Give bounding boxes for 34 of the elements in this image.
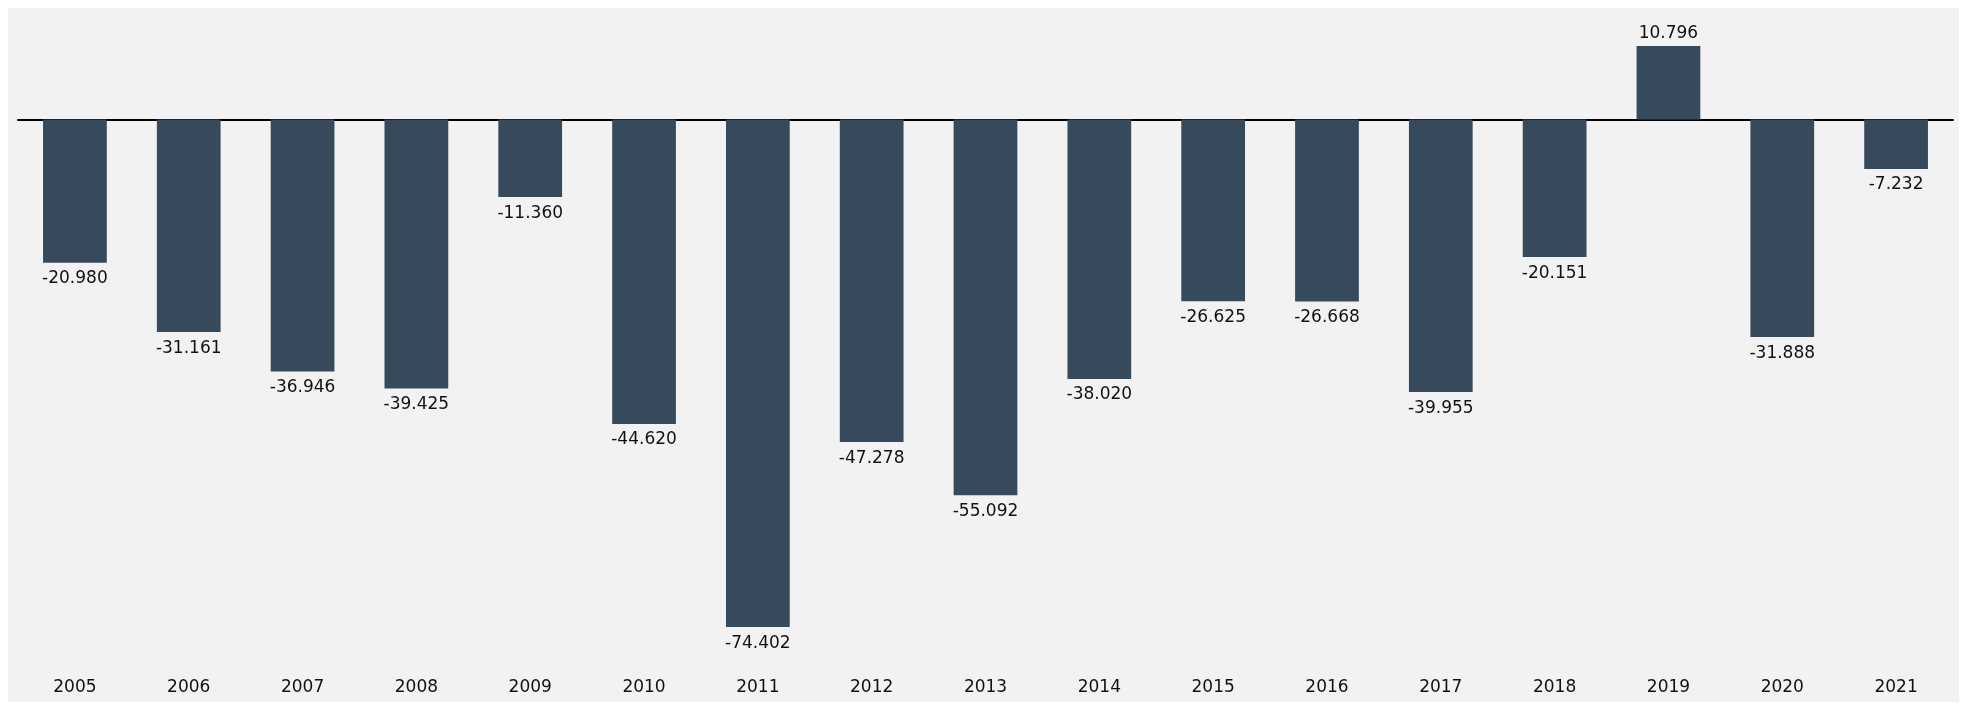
x-tick-label: 2016 (1305, 675, 1349, 696)
x-tick-label: 2010 (622, 675, 666, 696)
x-tick-label: 2008 (394, 675, 439, 696)
data-label: 10.796 (1638, 21, 1699, 42)
data-label: -26.668 (1294, 305, 1360, 326)
data-label: -44.620 (611, 428, 677, 449)
x-tick-label: 2018 (1532, 675, 1577, 696)
data-label: -7.232 (1868, 173, 1924, 194)
x-tick-label: 2009 (508, 675, 552, 696)
x-tick-label: 2013 (963, 675, 1008, 696)
data-label: -47.278 (838, 446, 905, 467)
x-tick-label: 2014 (1077, 675, 1121, 696)
x-tick-label: 2019 (1646, 675, 1691, 696)
x-tick-label: 2007 (280, 675, 325, 696)
x-tick-label: 2012 (850, 675, 894, 696)
data-label: -11.360 (497, 201, 564, 222)
data-label: -74.402 (725, 631, 791, 652)
data-label: -31.161 (155, 336, 222, 357)
x-tick-label: 2005 (53, 675, 97, 696)
data-label: -38.020 (1066, 383, 1133, 404)
data-label: -36.946 (269, 376, 336, 397)
x-tick-label: 2020 (1760, 675, 1804, 696)
x-tick-label: 2021 (1874, 675, 1918, 696)
data-label: -26.625 (1180, 305, 1246, 326)
data-label: -39.425 (383, 392, 450, 413)
x-tick-label: 2006 (167, 675, 211, 696)
data-label: -55.092 (952, 499, 1019, 520)
x-tick-label: 2011 (736, 675, 780, 696)
x-tick-label: 2015 (1191, 675, 1235, 696)
data-label: -20.980 (42, 267, 108, 288)
x-tick-label: 2017 (1419, 675, 1463, 696)
data-label: -39.955 (1407, 396, 1474, 417)
data-label: -31.888 (1749, 341, 1816, 362)
data-label: -20.151 (1521, 261, 1588, 282)
